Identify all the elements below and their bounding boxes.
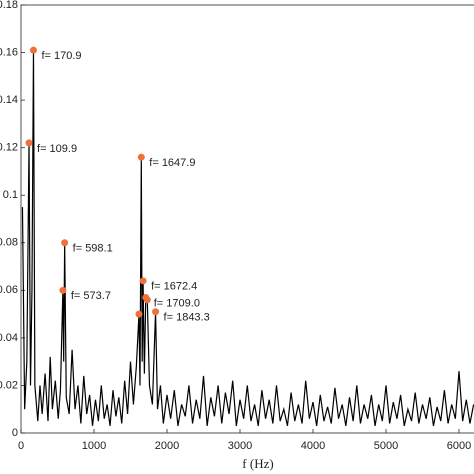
peak-label: f= 1843.3 <box>164 312 210 324</box>
x-tick-label: 6000 <box>447 440 471 452</box>
y-tick-label: 0.06 <box>0 284 18 296</box>
peak-marker <box>139 277 147 285</box>
peak-label: f= 170.9 <box>41 50 81 62</box>
y-tick-label: 0 <box>12 427 18 439</box>
y-tick-label: 0.04 <box>0 332 18 344</box>
x-tick-label: 1000 <box>82 440 106 452</box>
plot-frame <box>20 4 474 434</box>
y-tick-label: 0.12 <box>0 142 18 154</box>
x-tick-label: 2000 <box>155 440 179 452</box>
peak-label: f= 598.1 <box>73 243 113 255</box>
peak-label: f= 1709.0 <box>154 297 200 309</box>
x-tick-label: 3000 <box>228 440 252 452</box>
y-tick-label: 0.1 <box>3 189 18 201</box>
peak-label: f= 1672.4 <box>151 281 197 293</box>
peak-marker <box>152 308 160 316</box>
x-tick-label: 4000 <box>301 440 325 452</box>
peak-marker <box>143 296 151 304</box>
peak-label: f= 109.9 <box>37 143 77 155</box>
y-tick-label: 0.18 <box>0 0 18 11</box>
y-tick-label: 0.14 <box>0 94 18 106</box>
peak-marker <box>61 239 69 247</box>
peak-marker <box>137 153 145 161</box>
y-tick-label: 0.08 <box>0 237 18 249</box>
x-axis-label: f (Hz) <box>242 456 273 471</box>
peak-label: f= 573.7 <box>71 290 111 302</box>
y-tick-label: 0.02 <box>0 379 18 391</box>
peak-marker <box>135 310 143 318</box>
x-tick-label: 0 <box>18 440 24 452</box>
spectrum-line <box>21 50 474 426</box>
x-tick-label: 5000 <box>374 440 398 452</box>
peak-marker <box>59 286 67 294</box>
y-tick-label: 0.16 <box>0 46 18 58</box>
peak-marker <box>25 139 33 147</box>
peak-label: f= 1647.9 <box>149 157 195 169</box>
peak-marker <box>29 46 37 54</box>
